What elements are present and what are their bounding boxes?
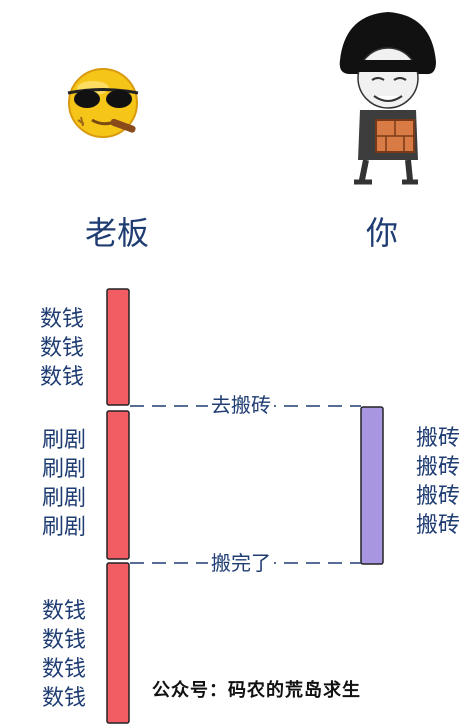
boss-bar-2 [106, 410, 130, 560]
activity-label: 数钱 [40, 336, 85, 361]
activity-label: 数钱 [42, 628, 87, 653]
activity-label: 刷剧 [42, 515, 87, 540]
boss-activity-group-1: 数钱 数钱 数钱 [40, 305, 84, 392]
activity-label: 刷剧 [42, 428, 87, 453]
activity-label: 搬砖 [416, 426, 461, 451]
boss-bar-3 [106, 562, 130, 724]
activity-label: 搬砖 [416, 484, 461, 509]
activity-label: 刷剧 [42, 457, 87, 482]
message-label-2: 搬完了 [208, 551, 274, 575]
sunglasses-cigar-emoji-icon [67, 68, 139, 138]
activity-label: 数钱 [42, 599, 87, 624]
you-bar [360, 406, 384, 565]
activity-label: 搬砖 [416, 513, 461, 538]
meme-guy-carrying-bricks-icon [339, 12, 436, 185]
activity-label: 数钱 [40, 365, 85, 390]
you-activity-group: 搬砖 搬砖 搬砖 搬砖 [416, 424, 460, 540]
footer-watermark: 公众号：码农的荒岛求生 [152, 680, 361, 701]
activity-label: 数钱 [40, 307, 85, 332]
boss-activity-group-3: 数钱 数钱 数钱 数钱 [42, 597, 86, 713]
activity-label: 搬砖 [416, 455, 461, 480]
activity-label: 数钱 [42, 657, 87, 682]
activity-label: 数钱 [42, 686, 87, 711]
boss-bar-1 [106, 288, 130, 406]
you-name: 你 [366, 214, 399, 252]
activity-label: 刷剧 [42, 486, 87, 511]
message-label-1: 去搬砖 [208, 393, 274, 417]
boss-activity-group-2: 刷剧 刷剧 刷剧 刷剧 [42, 426, 86, 542]
boss-name: 老板 [85, 214, 150, 252]
